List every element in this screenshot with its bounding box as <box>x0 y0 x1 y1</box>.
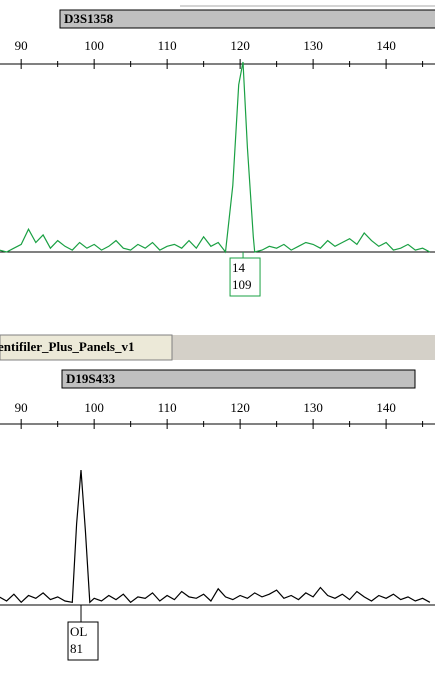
x-tick-label: 120 <box>230 400 250 415</box>
allele-label: 81 <box>70 641 83 656</box>
x-tick-label: 110 <box>158 38 177 53</box>
trace <box>0 61 431 254</box>
allele-box <box>229 257 261 297</box>
allele-label: OL <box>70 624 87 639</box>
x-tick-label: 140 <box>376 400 396 415</box>
x-tick-label: 140 <box>376 38 396 53</box>
marker-bar <box>59 9 435 29</box>
x-tick-label: 100 <box>84 400 104 415</box>
x-tick-label: 130 <box>303 400 323 415</box>
x-tick-label: 130 <box>303 38 323 53</box>
marker-bar <box>61 369 416 389</box>
x-tick-label: 120 <box>230 38 250 53</box>
allele-box <box>67 621 99 661</box>
panel-name: entifiler_Plus_Panels_v1 <box>0 339 135 354</box>
x-tick-label: 110 <box>158 400 177 415</box>
x-tick-label: 100 <box>84 38 104 53</box>
x-tick-label: 90 <box>15 400 28 415</box>
x-tick-label: 90 <box>15 38 28 53</box>
allele-label: 109 <box>232 277 252 292</box>
allele-label: 14 <box>232 260 246 275</box>
marker-name: D19S433 <box>66 371 116 386</box>
trace <box>0 469 431 604</box>
panel-tab <box>0 334 173 361</box>
marker-name: D3S1358 <box>64 11 114 26</box>
